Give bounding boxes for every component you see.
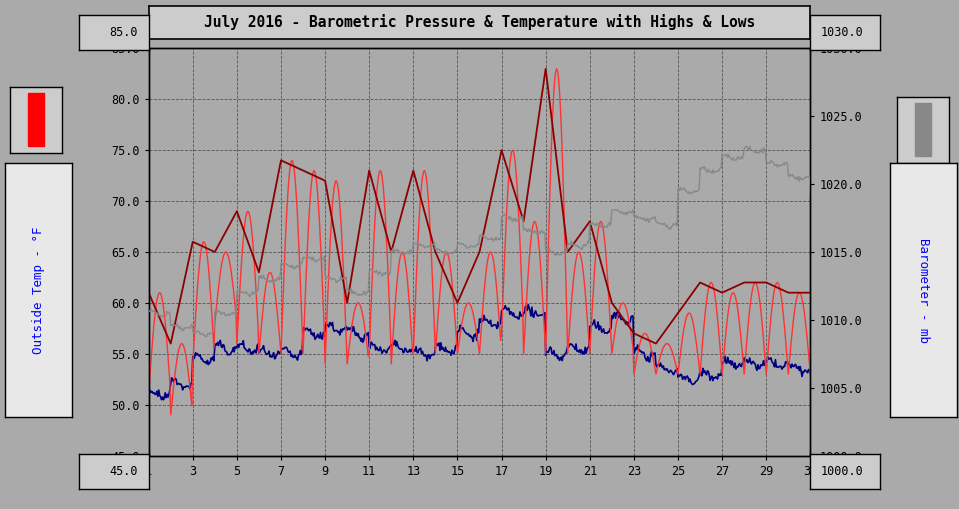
Text: 45.0: 45.0	[109, 465, 138, 478]
Text: 1000.0: 1000.0	[821, 465, 864, 478]
Text: 85.0: 85.0	[109, 26, 138, 39]
Text: 1030.0: 1030.0	[821, 26, 864, 39]
Bar	[915, 103, 931, 156]
Bar	[28, 93, 44, 146]
Text: July 2016 - Barometric Pressure & Temperature with Highs & Lows: July 2016 - Barometric Pressure & Temper…	[204, 14, 755, 30]
Text: Barometer - mb: Barometer - mb	[917, 238, 930, 343]
Text: Outside Temp - °F: Outside Temp - °F	[32, 227, 45, 354]
